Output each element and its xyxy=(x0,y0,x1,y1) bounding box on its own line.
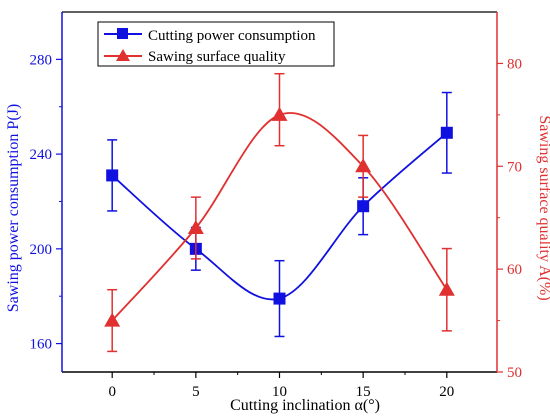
y-right-tick-label: 80 xyxy=(507,56,522,72)
data-point-square xyxy=(106,169,119,182)
legend-box xyxy=(97,21,335,67)
y-left-tick-label: 280 xyxy=(30,52,53,68)
y-left-tick-label: 160 xyxy=(30,337,53,353)
x-tick-label: 20 xyxy=(439,384,454,400)
y-right-tick-label: 60 xyxy=(507,262,522,278)
legend-marker-quality xyxy=(116,49,130,61)
legend: Cutting power consumption Sawing surface… xyxy=(97,21,335,67)
x-tick-label: 10 xyxy=(272,384,287,400)
y-left-axis-title: Sawing power consumption P(J) xyxy=(5,104,22,312)
y-right-axis-title: Sawing surface quality A(%) xyxy=(536,115,550,300)
legend-label-power: Cutting power consumption xyxy=(148,28,316,44)
data-point-square xyxy=(440,126,453,139)
data-point-triangle xyxy=(355,158,372,173)
y-right-tick-label: 70 xyxy=(507,159,522,175)
data-point-triangle xyxy=(438,281,455,296)
series-layer xyxy=(104,72,455,353)
data-point-square xyxy=(273,292,286,305)
y-right-tick-label: 50 xyxy=(507,365,522,381)
legend-label-quality: Sawing surface quality xyxy=(148,49,286,65)
x-tick-label: 5 xyxy=(192,384,200,400)
series-quality xyxy=(104,72,455,353)
data-point-triangle xyxy=(271,106,288,121)
y-left-tick-label: 240 xyxy=(30,147,53,163)
y-left-tick-label: 200 xyxy=(30,242,53,258)
data-point-triangle xyxy=(187,220,204,234)
legend-marker-power xyxy=(117,28,128,39)
x-tick-label: 0 xyxy=(108,384,116,400)
x-tick-label: 15 xyxy=(356,384,371,400)
data-point-triangle xyxy=(104,312,121,327)
series-power xyxy=(106,91,453,338)
axes: 0 5 10 15 20 160 200 240 280 50 60 70 80 xyxy=(30,11,522,400)
data-point-square xyxy=(357,200,370,213)
x-axis-title: Cutting inclination α(°) xyxy=(230,397,380,414)
